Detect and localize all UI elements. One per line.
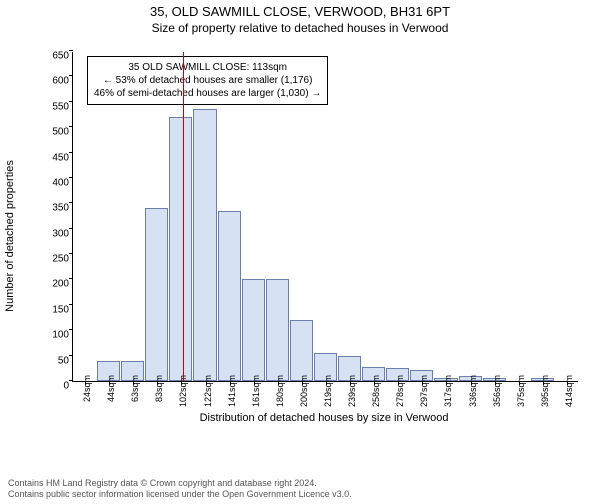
x-tick-mark bbox=[85, 381, 86, 385]
x-tick-label: 375sqm bbox=[516, 375, 526, 407]
y-tick-label: 600 bbox=[41, 76, 69, 87]
y-tick-mark bbox=[69, 278, 73, 279]
x-tick-label: 161sqm bbox=[251, 375, 261, 407]
callout-line3: 46% of semi-detached houses are larger (… bbox=[94, 87, 321, 100]
x-tick-mark bbox=[278, 381, 279, 385]
histogram-bar bbox=[242, 279, 265, 381]
x-tick-label: 122sqm bbox=[203, 375, 213, 407]
x-axis-label: Distribution of detached houses by size … bbox=[200, 412, 449, 424]
y-tick-mark bbox=[69, 75, 73, 76]
x-tick-mark bbox=[109, 381, 110, 385]
footer-line2: Contains public sector information licen… bbox=[8, 489, 352, 500]
y-tick-label: 350 bbox=[41, 203, 69, 214]
histogram-bar bbox=[145, 208, 168, 381]
x-tick-mark bbox=[567, 381, 568, 385]
x-tick-label: 83sqm bbox=[154, 375, 164, 402]
histogram-bar bbox=[169, 117, 192, 381]
y-tick-label: 250 bbox=[41, 254, 69, 265]
x-tick-label: 317sqm bbox=[443, 375, 453, 407]
y-tick-label: 400 bbox=[41, 177, 69, 188]
x-tick-label: 278sqm bbox=[395, 375, 405, 407]
footer-line1: Contains HM Land Registry data © Crown c… bbox=[8, 478, 352, 489]
histogram-bar bbox=[193, 109, 216, 381]
x-tick-label: 239sqm bbox=[347, 375, 357, 407]
y-axis-label: Number of detached properties bbox=[4, 160, 16, 312]
x-tick-mark bbox=[326, 381, 327, 385]
y-tick-label: 550 bbox=[41, 101, 69, 112]
y-tick-mark bbox=[69, 304, 73, 305]
x-tick-label: 141sqm bbox=[227, 375, 237, 407]
x-tick-mark bbox=[230, 381, 231, 385]
x-tick-label: 258sqm bbox=[371, 375, 381, 407]
x-tick-mark bbox=[495, 381, 496, 385]
callout-line2: ← 53% of detached houses are smaller (1,… bbox=[94, 74, 321, 87]
y-tick-label: 0 bbox=[41, 381, 69, 392]
x-tick-mark bbox=[133, 381, 134, 385]
histogram-bar bbox=[266, 279, 289, 381]
x-tick-mark bbox=[206, 381, 207, 385]
y-tick-label: 150 bbox=[41, 304, 69, 315]
y-tick-label: 50 bbox=[41, 355, 69, 366]
y-tick-label: 500 bbox=[41, 127, 69, 138]
x-tick-mark bbox=[157, 381, 158, 385]
y-tick-mark bbox=[69, 126, 73, 127]
x-tick-label: 414sqm bbox=[564, 375, 574, 407]
x-tick-label: 395sqm bbox=[540, 375, 550, 407]
marker-line bbox=[183, 52, 185, 381]
x-tick-label: 24sqm bbox=[82, 375, 92, 402]
x-tick-label: 44sqm bbox=[106, 375, 116, 402]
histogram-bar bbox=[218, 211, 241, 381]
y-tick-label: 300 bbox=[41, 228, 69, 239]
x-tick-label: 297sqm bbox=[419, 375, 429, 407]
x-tick-mark bbox=[374, 381, 375, 385]
y-tick-mark bbox=[69, 380, 73, 381]
footer: Contains HM Land Registry data © Crown c… bbox=[8, 478, 352, 500]
chart-subtitle: Size of property relative to detached ho… bbox=[0, 21, 600, 35]
x-tick-label: 200sqm bbox=[299, 375, 309, 407]
x-tick-mark bbox=[446, 381, 447, 385]
x-tick-mark bbox=[471, 381, 472, 385]
x-tick-label: 180sqm bbox=[275, 375, 285, 407]
y-tick-label: 450 bbox=[41, 152, 69, 163]
y-tick-mark bbox=[69, 50, 73, 51]
x-tick-mark bbox=[302, 381, 303, 385]
x-tick-label: 63sqm bbox=[130, 375, 140, 402]
x-tick-mark bbox=[398, 381, 399, 385]
x-tick-label: 356sqm bbox=[492, 375, 502, 407]
x-tick-mark bbox=[422, 381, 423, 385]
callout-box: 35 OLD SAWMILL CLOSE: 113sqm ← 53% of de… bbox=[87, 56, 328, 105]
y-tick-mark bbox=[69, 253, 73, 254]
x-tick-label: 336sqm bbox=[468, 375, 478, 407]
y-tick-label: 100 bbox=[41, 330, 69, 341]
y-tick-mark bbox=[69, 355, 73, 356]
y-tick-label: 200 bbox=[41, 279, 69, 290]
y-tick-mark bbox=[69, 329, 73, 330]
y-tick-mark bbox=[69, 177, 73, 178]
y-tick-mark bbox=[69, 101, 73, 102]
x-tick-mark bbox=[181, 381, 182, 385]
y-tick-mark bbox=[69, 202, 73, 203]
plot-area: 35 OLD SAWMILL CLOSE: 113sqm ← 53% of de… bbox=[72, 52, 578, 382]
chart-title: 35, OLD SAWMILL CLOSE, VERWOOD, BH31 6PT bbox=[0, 4, 600, 19]
x-tick-label: 219sqm bbox=[323, 375, 333, 407]
x-tick-mark bbox=[543, 381, 544, 385]
y-tick-mark bbox=[69, 152, 73, 153]
y-tick-mark bbox=[69, 228, 73, 229]
x-tick-mark bbox=[350, 381, 351, 385]
histogram-bar bbox=[290, 320, 313, 381]
x-tick-mark bbox=[254, 381, 255, 385]
x-tick-mark bbox=[519, 381, 520, 385]
y-tick-label: 650 bbox=[41, 51, 69, 62]
callout-line1: 35 OLD SAWMILL CLOSE: 113sqm bbox=[94, 61, 321, 74]
chart-container: Number of detached properties 35 OLD SAW… bbox=[44, 46, 584, 426]
